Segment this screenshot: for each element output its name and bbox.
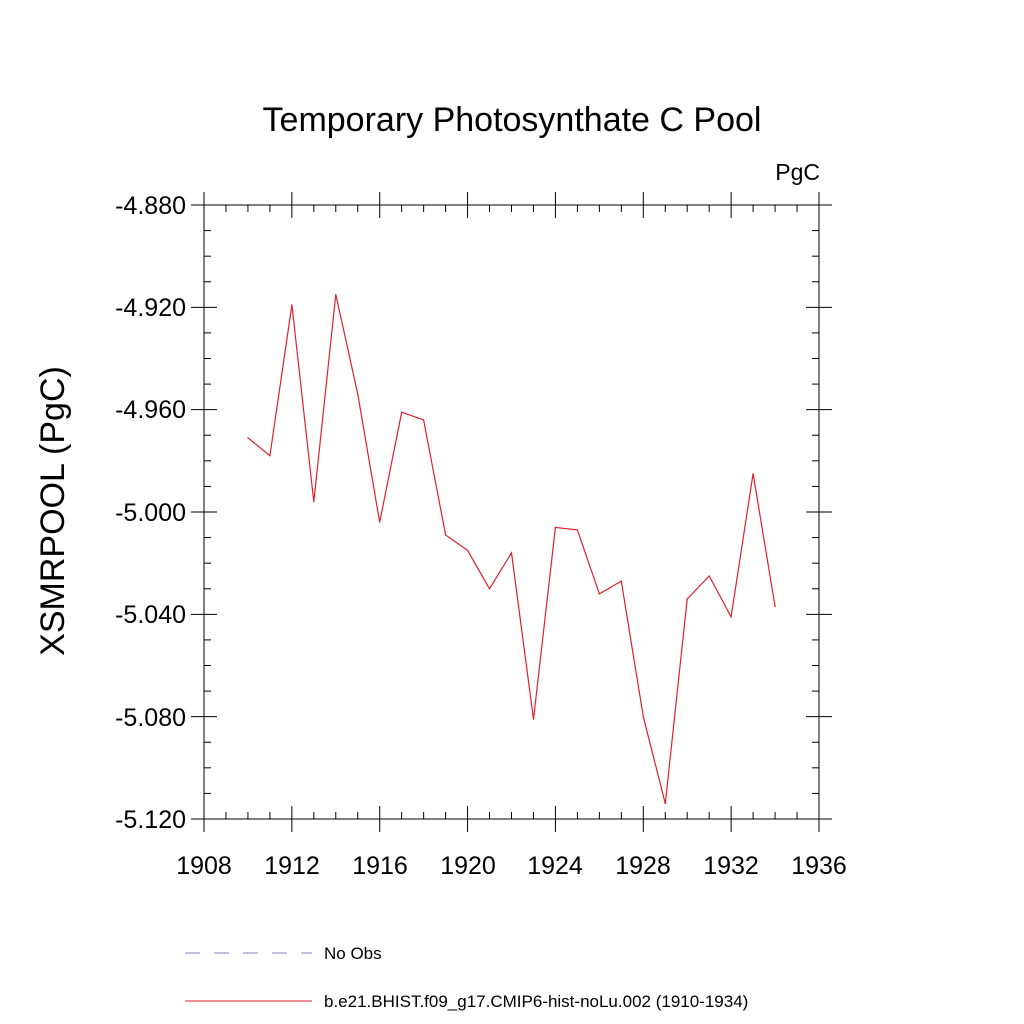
data-point <box>642 716 644 718</box>
data-point <box>291 304 293 306</box>
x-minor-ticks <box>225 205 798 819</box>
data-point <box>686 598 688 600</box>
data-point <box>357 393 359 395</box>
x-tick-labels: 1908 1912 1916 1920 1924 1928 1932 1936 <box>176 852 847 880</box>
data-point <box>467 549 469 552</box>
plot-frame <box>203 204 820 820</box>
data-point <box>598 593 601 595</box>
units-label: PgC <box>775 159 820 185</box>
x-tick-label: 1928 <box>615 852 671 880</box>
data-point <box>554 526 557 529</box>
data-point <box>708 575 710 577</box>
x-major-ticks <box>203 192 820 832</box>
y-tick-label: -4.960 <box>115 396 186 424</box>
data-point <box>576 529 579 531</box>
data-point <box>774 606 776 608</box>
data-point <box>730 616 732 618</box>
x-tick-label: 1936 <box>791 852 847 880</box>
y-tick-labels: -4.880 -4.920 -4.960 -5.000 -5.040 -5.08… <box>115 192 186 834</box>
y-axis-label: XSMRPOOL (PgC) <box>34 366 72 656</box>
x-tick-label: 1916 <box>352 852 408 880</box>
y-tick-label: -5.120 <box>115 806 186 834</box>
series-layer <box>247 293 776 805</box>
y-tick-label: -4.920 <box>115 294 186 322</box>
data-point <box>423 419 425 421</box>
legend: No Obs b.e21.BHIST.f09_g17.CMIP6-hist-no… <box>185 944 748 1011</box>
y-minor-ticks <box>204 230 819 794</box>
x-tick-label: 1924 <box>527 852 583 880</box>
data-point <box>269 455 271 457</box>
y-major-ticks <box>191 204 832 820</box>
data-point <box>532 718 535 720</box>
data-point <box>335 293 337 296</box>
data-point <box>620 580 622 582</box>
legend-label-no-obs: No Obs <box>324 944 382 963</box>
data-point <box>379 521 381 523</box>
legend-label-model-run: b.e21.BHIST.f09_g17.CMIP6-hist-noLu.002 … <box>324 992 748 1011</box>
y-tick-label: -5.040 <box>115 601 186 629</box>
data-point <box>752 473 754 475</box>
chart-title: Temporary Photosynthate C Pool <box>263 101 762 139</box>
y-tick-label: -4.880 <box>115 192 186 220</box>
data-point <box>401 411 403 413</box>
series-line <box>247 294 776 804</box>
data-point <box>488 588 491 590</box>
y-tick-label: -5.080 <box>115 704 186 732</box>
x-tick-label: 1932 <box>703 852 759 880</box>
data-point <box>664 803 666 805</box>
data-point <box>445 534 447 536</box>
data-point <box>313 501 315 503</box>
y-tick-label: -5.000 <box>115 499 186 527</box>
data-point <box>510 552 513 554</box>
x-tick-label: 1920 <box>440 852 496 880</box>
x-tick-label: 1912 <box>264 852 320 880</box>
data-point <box>247 437 249 439</box>
x-tick-label: 1908 <box>176 852 232 880</box>
